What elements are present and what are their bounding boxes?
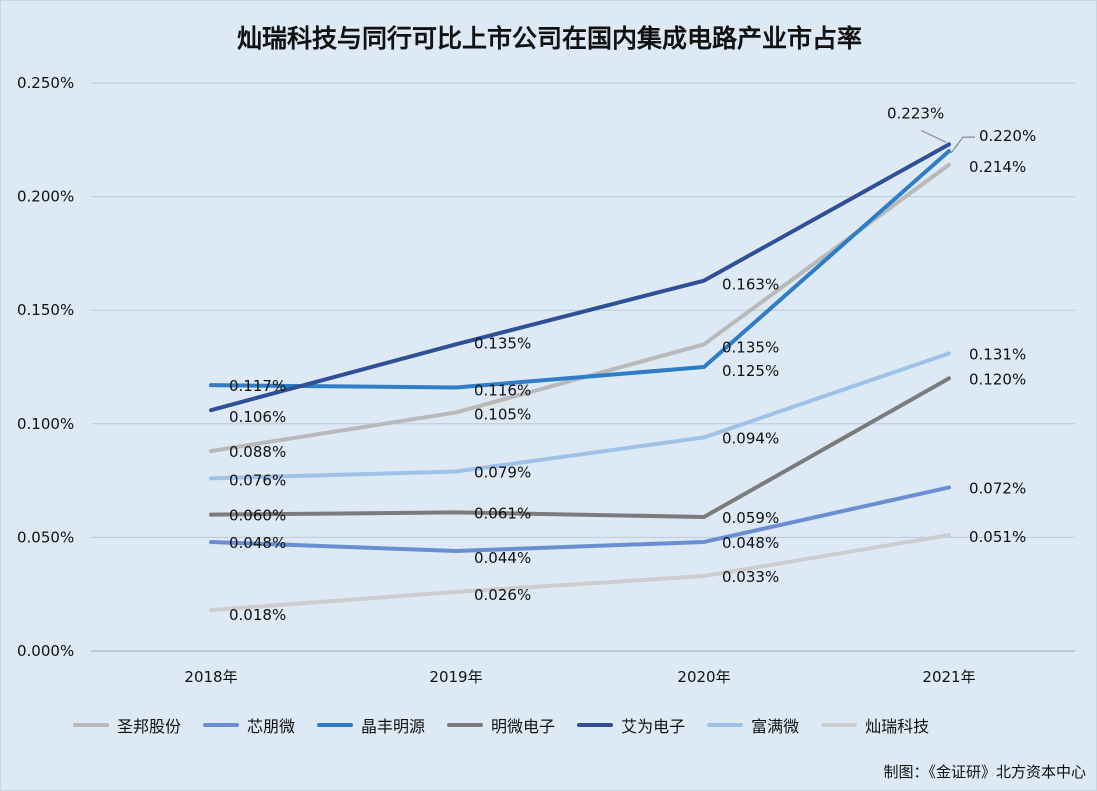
data-label: 0.088% (229, 443, 286, 461)
source-note: 制图：《金证研》北方资本中心 (883, 763, 1086, 781)
y-tick-label: 0.250% (17, 74, 74, 92)
legend-label: 晶丰明源 (361, 717, 426, 736)
y-tick-label: 0.000% (17, 642, 74, 660)
legend-item: 芯朋微 (203, 713, 295, 737)
data-label: 0.223% (887, 104, 944, 122)
data-label: 0.048% (722, 534, 779, 552)
series-line (209, 376, 951, 519)
legend: 圣邦股份 芯朋微 晶丰明源 明微电子 艾为电子 富满微 灿瑞科技 (73, 713, 1053, 737)
data-label: 0.076% (229, 471, 286, 489)
legend-label: 艾为电子 (621, 717, 686, 736)
legend-swatch (577, 723, 614, 727)
legend-label: 圣邦股份 (117, 717, 182, 736)
legend-item: 圣邦股份 (73, 713, 181, 737)
series-line (209, 351, 951, 481)
line-chart: 0.000% 0.050% 0.100% 0.150% 0.200% 0.250% 2018… (17, 74, 1075, 686)
data-label: 0.135% (722, 338, 779, 356)
data-label: 0.060% (229, 507, 286, 525)
series-line (209, 533, 951, 613)
leader-line (920, 129, 947, 143)
data-label: 0.094% (722, 429, 779, 447)
legend-item: 艾为电子 (577, 713, 685, 737)
legend-item: 富满微 (707, 713, 799, 737)
legend-label: 富满微 (751, 717, 800, 736)
data-label: 0.120% (969, 370, 1026, 388)
legend-swatch (317, 723, 354, 727)
x-tick-label: 2018年 (184, 668, 237, 686)
data-label: 0.135% (474, 334, 531, 352)
data-label: 0.125% (722, 362, 779, 380)
data-label: 0.061% (474, 504, 531, 522)
data-label: 0.105% (474, 405, 531, 423)
data-label: 0.131% (969, 345, 1026, 363)
data-label: 0.106% (229, 408, 286, 426)
x-tick-label: 2019年 (429, 668, 482, 686)
y-tick-label: 0.050% (17, 528, 74, 546)
y-tick-label: 0.150% (17, 301, 74, 319)
data-label: 0.117% (229, 377, 286, 395)
series-line (209, 149, 951, 390)
legend-swatch (821, 723, 858, 727)
data-label: 0.044% (474, 549, 531, 567)
data-label: 0.033% (722, 568, 779, 586)
legend-swatch (707, 723, 744, 727)
x-tick-label: 2020年 (677, 668, 730, 686)
data-label: 0.220% (979, 127, 1036, 145)
legend-swatch (203, 723, 240, 727)
y-tick-label: 0.100% (17, 415, 74, 433)
y-tick-label: 0.200% (17, 188, 74, 206)
data-label: 0.048% (229, 534, 286, 552)
data-label: 0.018% (229, 606, 286, 624)
legend-swatch (73, 723, 109, 727)
legend-item: 明微电子 (447, 713, 555, 737)
legend-label: 明微电子 (491, 717, 556, 736)
data-label: 0.079% (474, 464, 531, 482)
data-label: 0.051% (969, 528, 1026, 546)
legend-item: 灿瑞科技 (821, 713, 929, 737)
chart-title: 灿瑞科技与同行可比上市公司在国内集成电路产业市占率 (236, 24, 862, 53)
data-label: 0.072% (969, 479, 1026, 497)
legend-label: 芯朋微 (247, 717, 296, 736)
data-label: 0.214% (969, 158, 1026, 176)
series-line (209, 142, 951, 413)
x-tick-label: 2021年 (922, 668, 975, 686)
series-line (209, 485, 951, 554)
legend-swatch (447, 723, 484, 727)
data-label: 0.163% (722, 276, 779, 294)
legend-item: 晶丰明源 (317, 713, 425, 737)
data-label: 0.059% (722, 509, 779, 527)
legend-label: 灿瑞科技 (865, 717, 930, 736)
data-label: 0.026% (474, 586, 531, 604)
data-label: 0.116% (474, 381, 531, 399)
leader-line (950, 136, 975, 154)
